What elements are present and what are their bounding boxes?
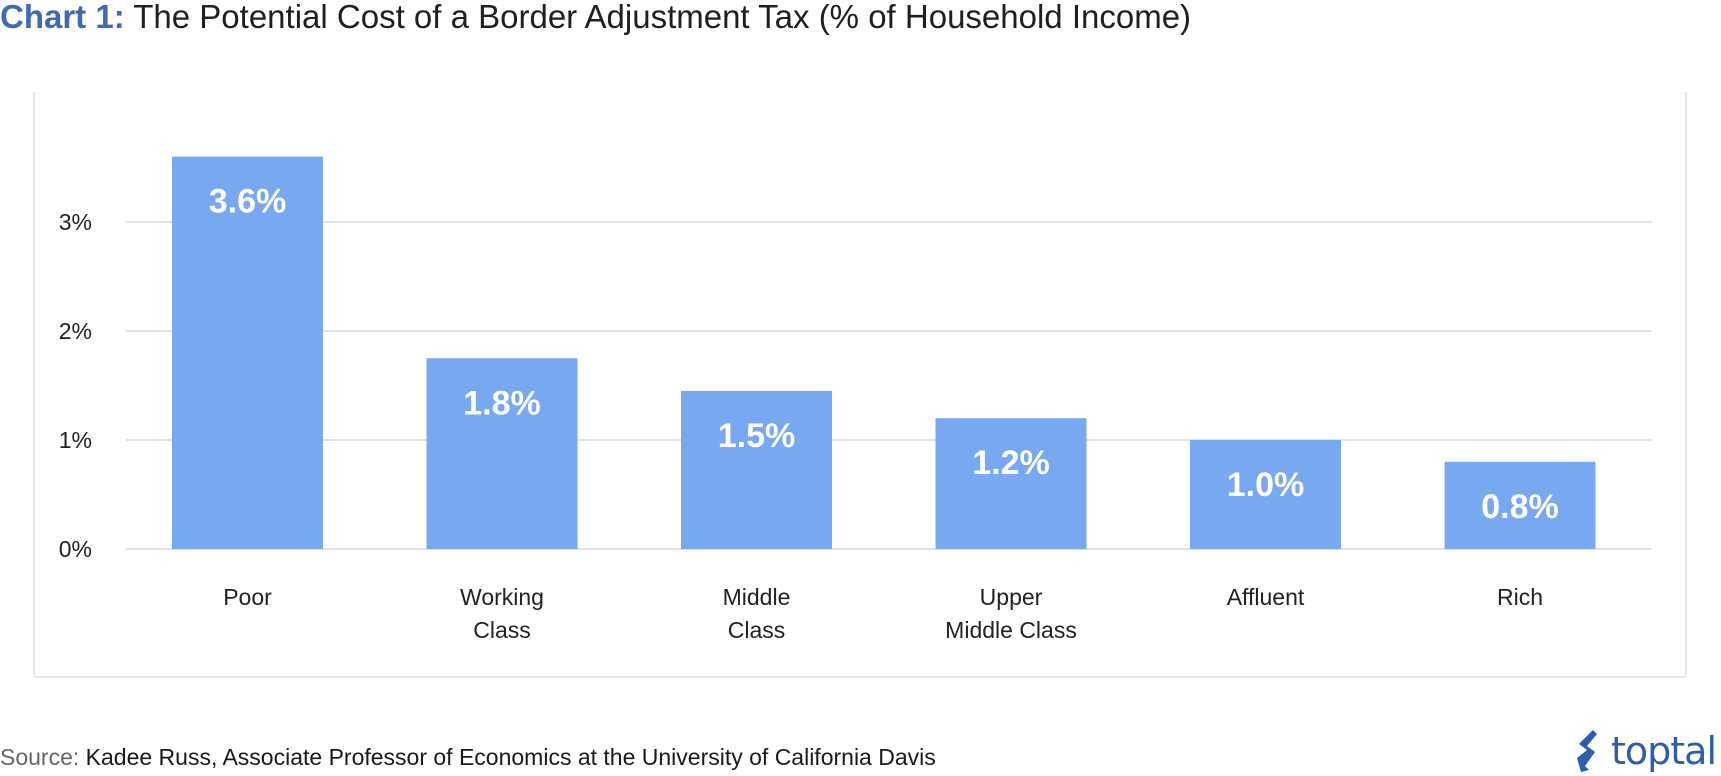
source-note: Source: Kadee Russ, Associate Professor …	[0, 744, 936, 771]
x-tick-label-5: Rich	[1497, 584, 1543, 610]
data-label-4: 1.0%	[1227, 466, 1305, 504]
y-tick-label: 0%	[59, 536, 92, 562]
chart-title-prefix: Chart 1:	[0, 0, 125, 35]
x-tick-label-0: Poor	[223, 584, 272, 610]
data-label-5: 0.8%	[1481, 488, 1559, 526]
bar-0	[172, 156, 323, 549]
x-tick-label-3: Upper Middle Class	[945, 584, 1077, 643]
data-label-2: 1.5%	[718, 417, 796, 455]
y-tick-label: 2%	[59, 318, 92, 344]
x-tick-label-2: Middle Class	[723, 584, 791, 643]
bars	[172, 156, 1596, 549]
x-axis-ticks: Poor Working Class Middle Class Upper Middle C…	[223, 584, 1543, 643]
source-label: Source:	[0, 744, 80, 770]
bar-1	[426, 358, 578, 549]
data-labels: 3.6% 1.8% 1.5% 1.2% 1.0% 0.8%	[209, 183, 1559, 526]
gridlines	[126, 221, 1652, 550]
bar-3	[935, 418, 1087, 549]
bar-chart: 0% 1% 2% 3% 3.6% 1.8% 1.5% 1.2% 1.0% 0.8% Poor Wo…	[59, 156, 1652, 643]
y-tick-label: 1%	[59, 427, 92, 453]
source-text: Kadee Russ, Associate Professor of Econo…	[85, 744, 936, 770]
bar-2	[681, 390, 832, 549]
bar-4	[1190, 440, 1341, 549]
data-label-3: 1.2%	[972, 444, 1050, 482]
toptal-logo-icon	[1577, 730, 1597, 772]
x-tick-label-1: Working Class	[460, 584, 544, 643]
chart-title: Chart 1: The Potential Cost of a Border …	[0, 0, 1191, 40]
toptal-logo: toptal	[1573, 728, 1721, 774]
x-tick-label-4: Affluent	[1227, 584, 1305, 610]
data-label-0: 3.6%	[209, 183, 287, 221]
chart-title-text: The Potential Cost of a Border Adjustmen…	[133, 0, 1192, 35]
toptal-wordmark: toptal	[1611, 729, 1717, 773]
y-tick-label: 3%	[59, 209, 92, 235]
data-label-1: 1.8%	[463, 384, 541, 422]
y-axis-ticks: 0% 1% 2% 3%	[59, 209, 92, 562]
chart-panel	[33, 92, 1687, 678]
bar-5	[1444, 461, 1596, 549]
